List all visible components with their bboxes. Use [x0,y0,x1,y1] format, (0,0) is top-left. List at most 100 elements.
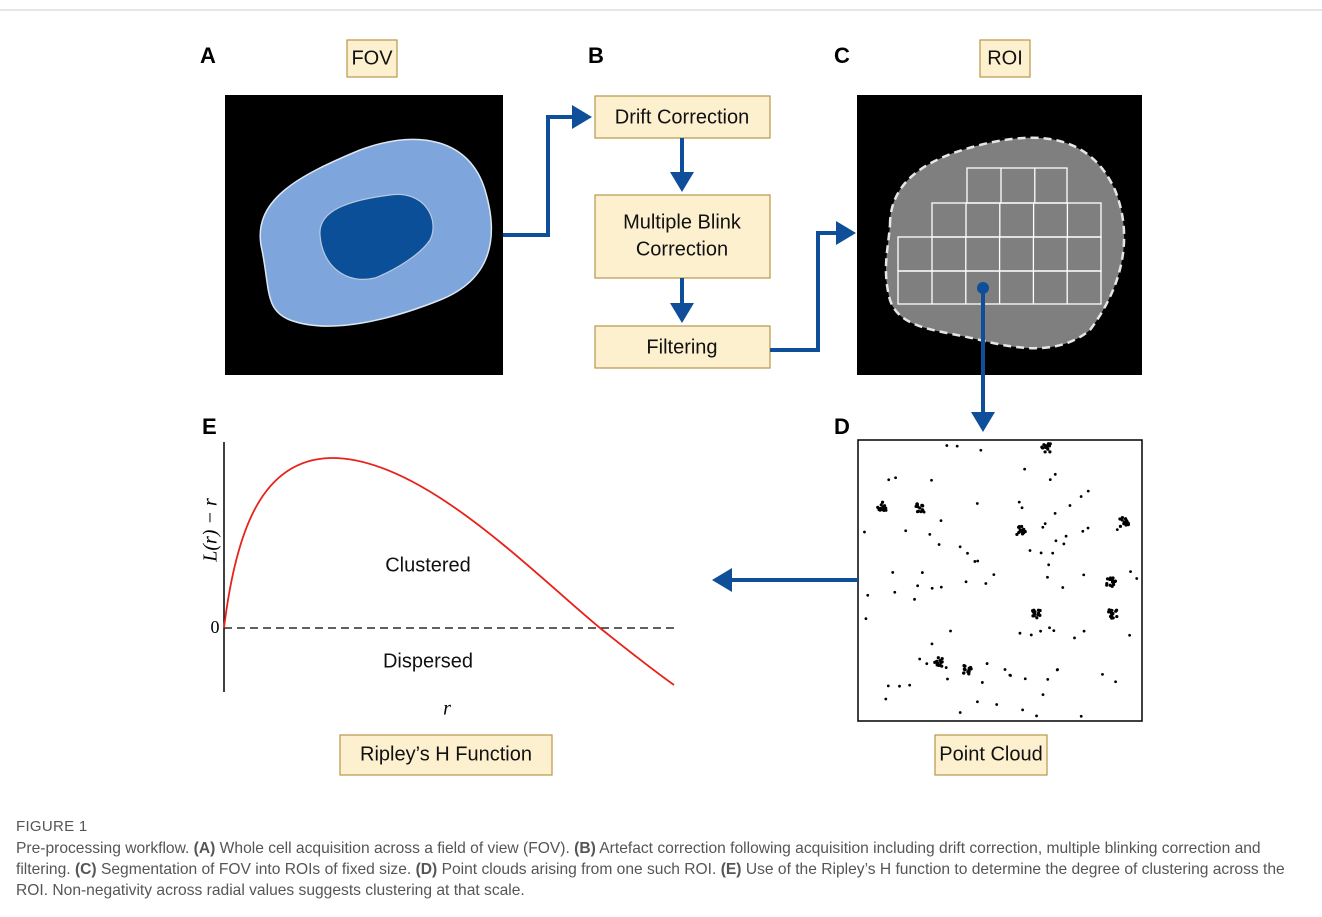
y-axis-label: L(r) − r [200,498,222,563]
cluster-point [1024,530,1027,533]
point [930,479,933,482]
cluster-point [881,508,884,511]
point [893,591,896,594]
point [863,531,866,534]
caption-label: (D) [416,861,438,878]
point [891,571,894,574]
point [1029,549,1032,552]
caption-label: (E) [721,861,742,878]
step-box [595,195,770,278]
point [1021,709,1024,712]
point [940,586,943,589]
cluster-point [1048,450,1051,453]
point [904,529,907,532]
point [925,662,928,665]
point [913,598,916,601]
point [959,711,962,714]
point [1039,630,1042,633]
point [1081,530,1084,533]
point [1128,634,1131,637]
point [949,630,952,633]
point [884,698,887,701]
panel-label: C [834,43,850,68]
point [1051,552,1054,555]
point [1114,680,1117,683]
point [965,580,968,583]
point [1062,543,1065,546]
point [866,594,869,597]
step-text: Drift Correction [615,106,749,128]
point [986,662,989,665]
point [931,587,934,590]
cluster-point [921,504,924,507]
cluster-point [937,656,940,659]
cluster-point [940,665,943,668]
box-text: Ripley’s H Function [360,743,532,765]
point [945,666,948,669]
point [1087,527,1090,530]
point [1049,478,1052,481]
point [1101,673,1104,676]
step-text: Correction [636,238,728,260]
panel-label: E [202,414,217,439]
point [976,700,979,703]
point [992,573,995,576]
point [921,571,924,574]
point [916,584,919,587]
point [928,533,931,536]
cluster-point [967,672,970,675]
step-text: Filtering [646,336,717,358]
box-text: FOV [351,47,393,69]
point [1065,535,1068,538]
point [940,519,943,522]
cluster-point [1049,442,1052,445]
point [1042,693,1045,696]
cluster-point [963,667,966,670]
cluster-point [920,510,923,513]
cluster-point [936,663,939,666]
point [984,582,987,585]
point [1024,677,1027,680]
point [1041,526,1044,529]
cluster-point [1040,446,1043,449]
point [1056,668,1059,671]
point [956,445,959,448]
cluster-point [916,502,919,505]
figure: A FOV B Drift Correction Multiple Blink … [0,0,1322,805]
point [1048,626,1051,629]
point [1129,570,1132,573]
point [1044,522,1047,525]
cluster-point [1115,615,1118,618]
cluster-point [1039,609,1042,612]
point [865,617,868,620]
cluster-point [1035,616,1038,619]
caption-label: (C) [75,861,97,878]
cluster-point [939,661,942,664]
cluster-point [881,501,884,504]
point [918,658,921,661]
cluster-point [962,664,965,667]
cluster-point [1125,519,1128,522]
point [966,552,969,555]
point [979,449,982,452]
point [1082,573,1085,576]
point [995,703,998,706]
roi-region [886,138,1124,348]
cluster-point [962,671,965,674]
figure-number: FIGURE 1 [16,816,1308,837]
caption-item: Segmentation of FOV into ROIs of fixed s… [101,861,411,878]
point [1116,528,1119,531]
cluster-point [1121,516,1124,519]
cluster-point [1015,533,1018,536]
region-label: Dispersed [383,650,473,672]
cluster-point [1119,525,1122,528]
arrow [503,117,588,235]
cluster-point [1109,584,1112,587]
point [1021,506,1024,509]
point [1069,504,1072,507]
caption-label: (B) [574,840,596,857]
cluster-point [1019,528,1022,531]
point [1019,632,1022,635]
cluster-point [1111,578,1114,581]
point-cloud-frame [858,440,1142,721]
